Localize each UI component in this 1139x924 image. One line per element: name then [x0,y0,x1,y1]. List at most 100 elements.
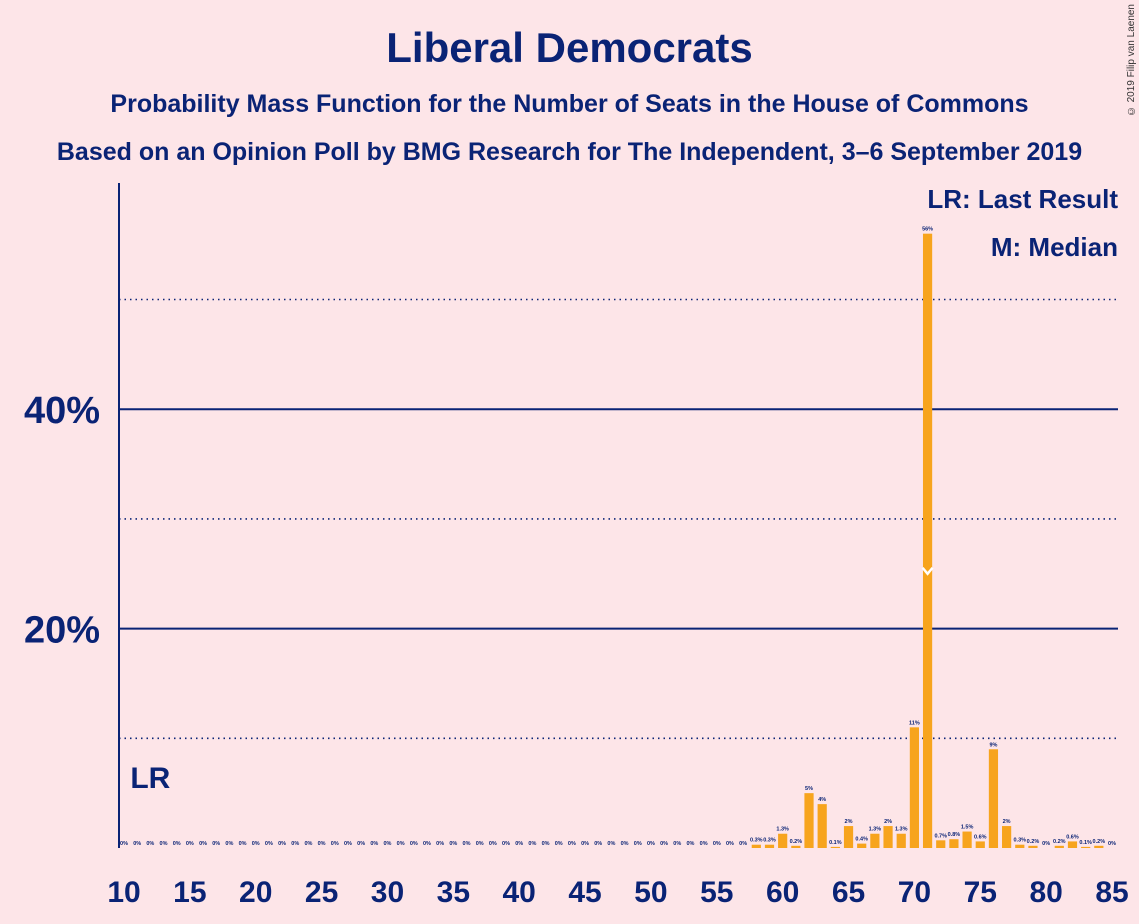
bar-82 [1067,841,1078,848]
bar-79 [1028,845,1038,848]
bar-69 [896,833,906,848]
bar-label-49: 0% [634,841,642,847]
bar-label-16: 0% [199,841,207,847]
bar-label-83: 0.1% [1079,840,1092,846]
bar-label-77: 2% [1003,819,1011,825]
bar-label-35: 0% [449,841,457,847]
bar-label-41: 0% [528,841,536,847]
bar-75 [975,841,985,848]
x-tick-label: 15 [173,876,206,909]
bar-label-63: 4% [818,797,826,803]
bar-label-27: 0% [344,841,352,847]
bar-label-76: 9% [989,742,997,748]
bar-label-47: 0% [607,841,615,847]
bar-label-65: 2% [845,819,853,825]
bar-70 [909,727,919,848]
bar-label-32: 0% [410,841,418,847]
x-tick-label: 55 [700,876,733,909]
bar-61 [791,845,801,848]
bar-label-48: 0% [621,841,629,847]
bar-81 [1054,845,1064,848]
bar-65 [843,826,854,848]
bar-label-50: 0% [647,841,655,847]
bar-label-79: 0.2% [1027,839,1040,845]
bar-label-34: 0% [436,841,444,847]
bar-label-44: 0% [568,841,576,847]
bar-label-33: 0% [423,841,431,847]
bar-label-24: 0% [304,841,312,847]
bar-62 [804,793,814,848]
bar-label-38: 0% [489,841,497,847]
bar-64 [830,846,840,848]
bar-label-67: 1.3% [869,827,882,833]
bar-label-42: 0% [542,841,550,847]
x-tick-label: 30 [371,876,404,909]
bar-label-22: 0% [278,841,286,847]
bar-label-25: 0% [318,841,326,847]
bar-58 [751,844,761,848]
bar-label-46: 0% [594,841,602,847]
bar-label-57: 0% [739,841,747,847]
bar-label-12: 0% [146,841,154,847]
bar-label-73: 0.8% [948,832,961,838]
bar-77 [1002,826,1012,848]
bar-label-78: 0.3% [1014,838,1027,844]
bar-label-36: 0% [463,841,471,847]
x-tick-label: 80 [1029,876,1062,909]
x-tick-label: 40 [503,876,536,909]
bar-label-61: 0.2% [790,839,803,845]
bar-label-29: 0% [370,841,378,847]
bar-72 [936,840,946,848]
x-tick-label: 65 [832,876,865,909]
bar-84 [1094,845,1104,848]
bar-59 [764,844,775,848]
bar-label-10: 0% [120,841,128,847]
bar-label-18: 0% [225,841,233,847]
bar-label-58: 0.3% [750,838,763,844]
bar-label-53: 0% [686,841,694,847]
legend-median: M: Median [990,232,1118,262]
bar-label-14: 0% [173,841,181,847]
bar-label-56: 0% [726,841,734,847]
bar-label-20: 0% [252,841,260,847]
bar-67 [870,833,880,848]
bar-74 [962,831,972,848]
chart-title: Liberal Democrats [386,24,753,71]
bar-label-59: 0.3% [763,838,776,844]
bar-label-66: 0.4% [855,837,868,843]
bar-76 [988,749,999,848]
bar-label-85: 0% [1108,841,1116,847]
bar-label-11: 0% [133,841,141,847]
bar-label-60: 1.3% [776,827,789,833]
bar-label-69: 1.3% [895,827,908,833]
bar-label-31: 0% [397,841,405,847]
bar-label-55: 0% [713,841,721,847]
bar-label-68: 2% [884,819,892,825]
bar-label-51: 0% [660,841,668,847]
chart-source-line: Based on an Opinion Poll by BMG Research… [56,138,1083,166]
bar-83 [1081,846,1091,848]
y-tick-label: 20% [24,610,100,652]
bar-78 [1015,844,1025,848]
bar-label-74: 1.5% [961,825,974,831]
x-tick-label: 50 [634,876,667,909]
bar-label-72: 0.7% [934,833,947,839]
bar-71 [922,233,933,848]
x-tick-label: 10 [107,876,140,909]
median-marker [921,566,934,576]
bar-label-54: 0% [700,841,708,847]
bar-label-13: 0% [160,841,168,847]
legend-last-result: LR: Last Result [927,184,1118,214]
bar-66 [857,843,867,848]
bar-label-28: 0% [357,841,365,847]
bar-label-43: 0% [555,841,563,847]
bar-label-80: 0% [1042,841,1050,847]
y-tick-label: 40% [24,390,100,432]
x-tick-label: 85 [1095,876,1128,909]
x-tick-label: 70 [898,876,931,909]
bar-label-37: 0% [476,841,484,847]
bar-label-30: 0% [383,841,391,847]
bar-label-21: 0% [265,841,273,847]
x-tick-label: 20 [239,876,272,909]
